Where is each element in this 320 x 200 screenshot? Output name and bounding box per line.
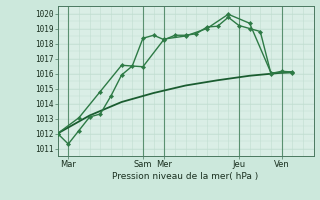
X-axis label: Pression niveau de la mer( hPa ): Pression niveau de la mer( hPa ) <box>112 172 259 181</box>
